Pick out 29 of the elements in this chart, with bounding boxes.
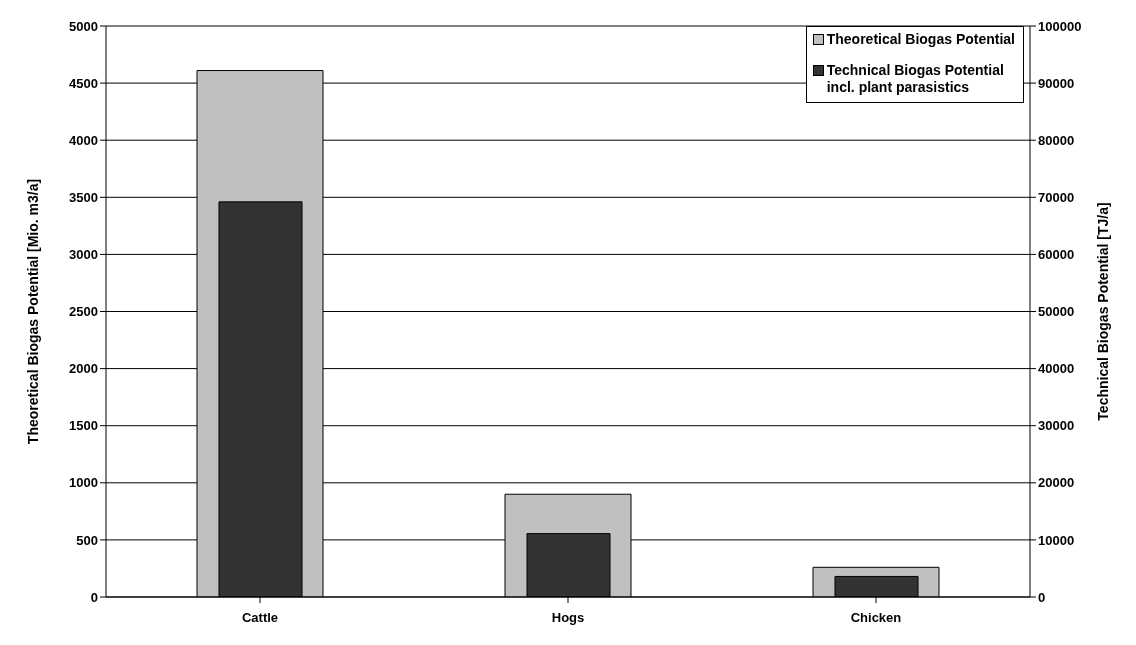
y-tick-label: 4500	[69, 75, 98, 91]
y2-tick-label: 70000	[1038, 189, 1075, 205]
y2-tick-label: 0	[1038, 589, 1046, 605]
y-tick-label: 2000	[69, 361, 98, 377]
y2-tick-label: 100000	[1038, 18, 1082, 34]
y-tick-label: 1000	[69, 475, 98, 491]
y2-tick-label: 60000	[1038, 247, 1075, 263]
legend-label: Theoretical Biogas Potential	[826, 31, 1015, 48]
y-tick-label: 4000	[69, 132, 98, 148]
y2-axis-title: Technical Biogas Potential [TJ/a]	[1094, 202, 1111, 421]
y-tick-label: 3000	[69, 247, 98, 263]
y-tick-label: 500	[76, 532, 98, 548]
legend-label: Technical Biogas Potential incl. plant parasistics	[826, 62, 1004, 96]
y2-tick-label: 10000	[1038, 532, 1075, 548]
x-tick-label: Cattle	[241, 610, 279, 626]
y-tick-label: 2500	[69, 304, 98, 320]
y-axis-title: Theoretical Biogas Potential [Mio. m3/a]	[24, 178, 41, 445]
y2-tick-label: 90000	[1038, 75, 1075, 91]
y2-tick-label: 50000	[1038, 304, 1075, 320]
y-tick-label: 3500	[69, 189, 98, 205]
y-tick-label: 1500	[69, 418, 98, 434]
y2-tick-label: 20000	[1038, 475, 1075, 491]
x-tick-label: Hogs	[551, 610, 585, 626]
y-tick-label: 5000	[69, 18, 98, 34]
y-tick-label: 0	[90, 589, 98, 605]
x-tick-label: Chicken	[850, 610, 902, 626]
y2-tick-label: 40000	[1038, 361, 1075, 377]
y2-tick-label: 80000	[1038, 132, 1075, 148]
y2-tick-label: 30000	[1038, 418, 1075, 434]
